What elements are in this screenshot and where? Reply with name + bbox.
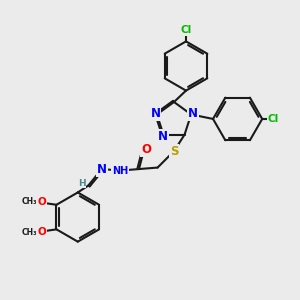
Text: O: O [37,227,46,237]
Text: N: N [188,107,198,120]
Text: Cl: Cl [268,114,279,124]
Text: N: N [158,130,168,142]
Text: O: O [37,197,46,207]
Text: N: N [97,163,107,176]
Text: CH₃: CH₃ [21,228,37,237]
Text: NH: NH [112,166,128,176]
Text: N: N [150,107,161,120]
Text: CH₃: CH₃ [21,197,37,206]
Text: Cl: Cl [180,25,192,35]
Text: H: H [78,179,85,188]
Text: S: S [170,145,178,158]
Text: O: O [141,143,151,156]
